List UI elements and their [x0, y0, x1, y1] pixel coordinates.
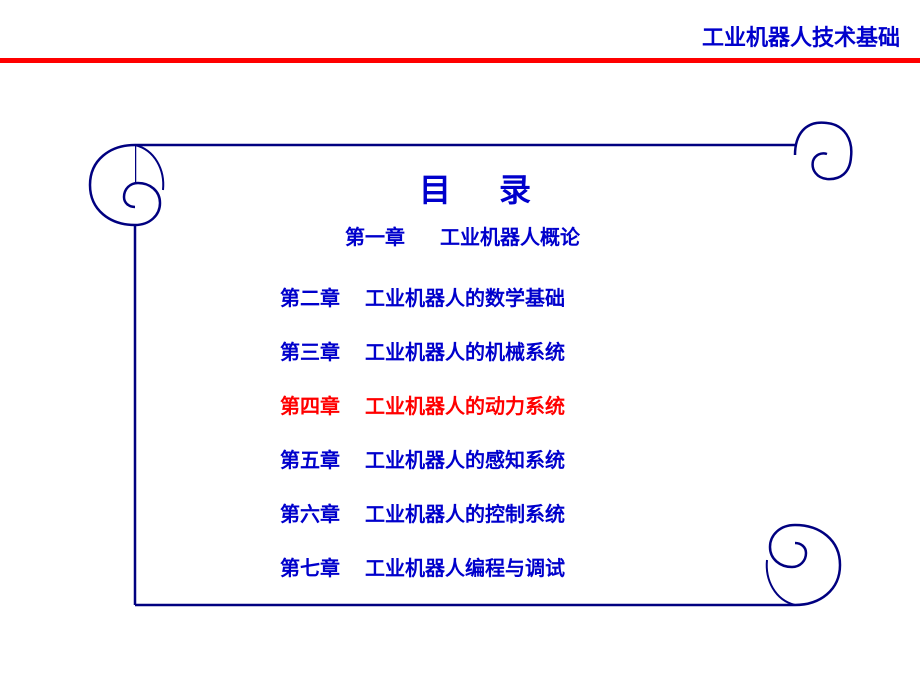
header-divider [0, 58, 920, 63]
chapter-name: 工业机器人的感知系统 [365, 444, 565, 473]
chapter-2: 第二章 工业机器人的数学基础 [280, 282, 745, 311]
scroll-bottom-right-roll [767, 525, 840, 605]
toc-title: 目 录 [185, 165, 745, 211]
chapter-label: 第五章 [280, 444, 340, 473]
chapter-label: 第七章 [280, 552, 340, 581]
chapter-label: 第六章 [280, 498, 340, 527]
scroll-left-roll [90, 145, 163, 225]
page-header-title: 工业机器人技术基础 [702, 20, 900, 52]
chapter-name: 工业机器人的机械系统 [365, 336, 565, 365]
chapter-label: 第二章 [280, 282, 340, 311]
chapter-label: 第三章 [280, 336, 340, 365]
chapter-1: 第一章 工业机器人概论 [345, 221, 745, 250]
chapter-6: 第六章 工业机器人的控制系统 [280, 498, 745, 527]
chapter-3: 第三章 工业机器人的机械系统 [280, 336, 745, 365]
chapter-name: 工业机器人的动力系统 [365, 390, 565, 419]
chapter-7: 第七章 工业机器人编程与调试 [280, 552, 745, 581]
scroll-frame: 目 录 第一章 工业机器人概论 第二章 工业机器人的数学基础 第三章 工业机器人… [75, 115, 855, 635]
chapter-name: 工业机器人的数学基础 [365, 282, 565, 311]
toc-content: 目 录 第一章 工业机器人概论 第二章 工业机器人的数学基础 第三章 工业机器人… [185, 165, 745, 606]
chapter-5: 第五章 工业机器人的感知系统 [280, 444, 745, 473]
chapter-4: 第四章 工业机器人的动力系统 [280, 390, 745, 419]
chapter-label: 第四章 [280, 390, 340, 419]
chapter-name: 工业机器人的控制系统 [365, 498, 565, 527]
chapter-name: 工业机器人概论 [440, 221, 580, 250]
chapter-name: 工业机器人编程与调试 [365, 552, 565, 581]
chapter-label: 第一章 [345, 221, 405, 250]
